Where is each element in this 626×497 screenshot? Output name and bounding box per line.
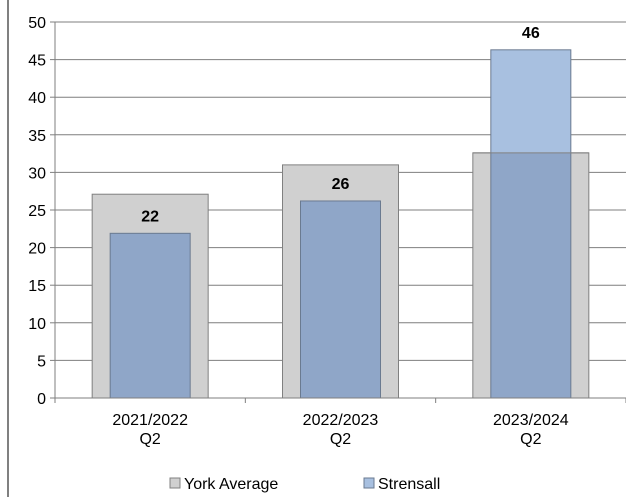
y-tick-label: 15 xyxy=(28,278,46,295)
bar-strensall-upper xyxy=(490,49,571,153)
bar-strensall xyxy=(490,152,571,398)
legend-item-strensall: Strensall xyxy=(363,476,440,493)
x-category-labels: 2021/2022 Q2 2022/2023 Q2 2023/2024 Q2 xyxy=(112,412,568,448)
legend-label: York Average xyxy=(184,476,278,493)
data-labels: 22 26 46 xyxy=(141,25,540,225)
x-category-label: 2022/2023 Q2 xyxy=(303,412,379,448)
y-tick-label: 20 xyxy=(28,241,46,258)
data-label: 22 xyxy=(141,208,159,225)
legend-item-york-average: York Average xyxy=(169,476,278,493)
legend-swatch xyxy=(169,477,181,489)
data-label: 26 xyxy=(332,176,350,193)
legend: York Average Strensall xyxy=(169,476,440,493)
y-tick-label: 35 xyxy=(28,128,46,145)
y-tick-label: 25 xyxy=(28,203,46,220)
bars xyxy=(91,49,590,399)
y-tick-labels: 0 5 10 15 20 25 30 35 40 45 50 xyxy=(28,15,46,408)
x-category-label: 2021/2022 Q2 xyxy=(112,412,188,448)
y-tick-label: 30 xyxy=(28,165,46,182)
x-category-label: 2023/2024 Q2 xyxy=(493,412,569,448)
bar-strensall xyxy=(110,233,191,398)
y-tick-label: 45 xyxy=(28,53,46,70)
y-tick-label: 0 xyxy=(37,391,46,408)
legend-label: Strensall xyxy=(378,476,440,493)
y-tick-label: 40 xyxy=(28,90,46,107)
y-tick-label: 10 xyxy=(28,316,46,333)
data-label: 46 xyxy=(522,25,540,42)
axes xyxy=(7,0,626,497)
y-tick-label: 50 xyxy=(28,15,46,32)
legend-swatch xyxy=(363,477,375,489)
bar-strensall xyxy=(300,200,381,398)
y-tick-label: 5 xyxy=(37,353,46,370)
